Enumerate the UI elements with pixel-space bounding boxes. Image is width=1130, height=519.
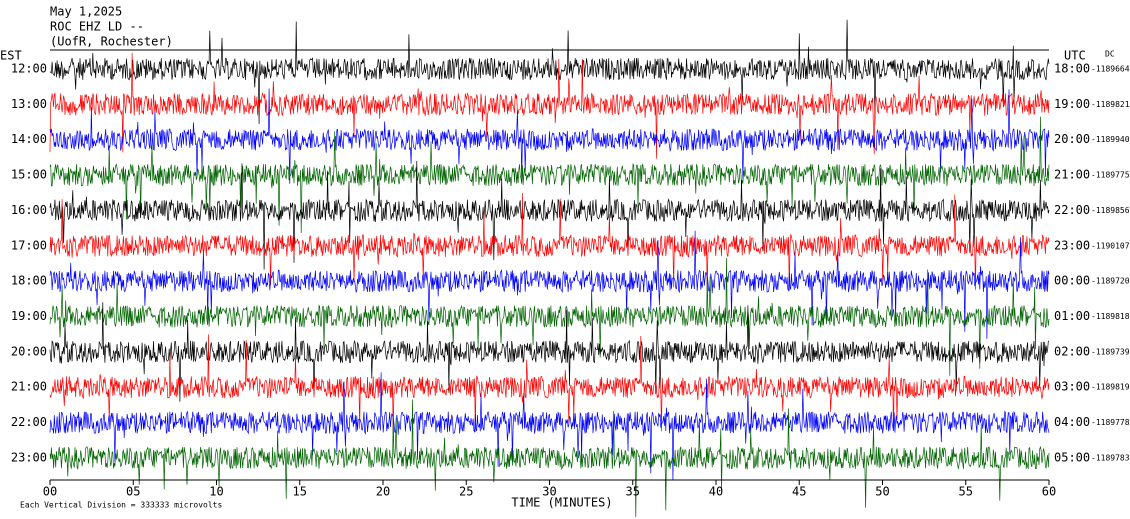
trace [49, 52, 1050, 159]
trace [49, 88, 1050, 184]
x-tick-label: 55 [959, 485, 973, 499]
trace [49, 19, 1050, 125]
left-tick-label: 14:00 [11, 132, 47, 146]
left-axis-label: EST [0, 49, 22, 63]
footer: Each Vertical Division = 333333 microvol… [20, 501, 222, 510]
left-tick-label: 19:00 [11, 309, 47, 323]
right-tick-label: 18:00 [1054, 62, 1090, 76]
left-tick-label: 23:00 [11, 450, 47, 464]
x-tick-label: 10 [209, 485, 223, 499]
trace [49, 257, 1050, 376]
offset-label: -1189778 [1091, 418, 1130, 427]
left-tick-label: 13:00 [11, 97, 47, 111]
right-tick-label: 22:00 [1054, 203, 1090, 217]
right-tick-label: 05:00 [1054, 450, 1090, 464]
trace [49, 192, 1050, 293]
right-tick-label: 00:00 [1054, 274, 1090, 288]
trace [49, 399, 1050, 518]
right-tick-label: 21:00 [1054, 168, 1090, 182]
x-tick-label: 40 [709, 485, 723, 499]
right-tick-label: 20:00 [1054, 132, 1090, 146]
x-tick-label: 25 [459, 485, 473, 499]
x-tick-label: 05 [126, 485, 140, 499]
left-tick-label: 22:00 [11, 415, 47, 429]
offset-label: -1189940 [1091, 135, 1130, 144]
x-tick-label: 15 [293, 485, 307, 499]
left-tick-label: 15:00 [11, 168, 47, 182]
offset-label: -1189821 [1091, 100, 1130, 109]
x-tick-label: 20 [376, 485, 390, 499]
x-tick-label: 60 [1042, 485, 1056, 499]
trace [49, 160, 1050, 270]
right-tick-label: 03:00 [1054, 380, 1090, 394]
offset-label: -1189819 [1091, 383, 1130, 392]
trace [49, 302, 1050, 402]
offset-label: -1189720 [1091, 277, 1130, 286]
right-axis-label: UTC [1064, 49, 1086, 63]
traces [49, 19, 1050, 518]
trace [49, 334, 1050, 435]
right-tick-label: 01:00 [1054, 309, 1090, 323]
left-tick-label: 18:00 [11, 274, 47, 288]
right-tick-label: 19:00 [1054, 97, 1090, 111]
right-tick-label: 23:00 [1054, 238, 1090, 252]
offset-label: -1189664 [1091, 65, 1130, 74]
offset-label: -1190107 [1091, 241, 1130, 250]
x-tick-label: 30 [542, 485, 556, 499]
trace [49, 116, 1050, 233]
right-tick-label: 04:00 [1054, 415, 1090, 429]
trace [49, 372, 1050, 481]
left-tick-label: 20:00 [11, 344, 47, 358]
offset-label: -1189856 [1091, 206, 1130, 215]
left-tick-label: 16:00 [11, 203, 47, 217]
station: ROC EHZ LD -- [50, 20, 144, 34]
left-tick-label: 21:00 [11, 380, 47, 394]
left-tick-label: 17:00 [11, 238, 47, 252]
offset-label: -1189818 [1091, 312, 1130, 321]
trace [49, 230, 1050, 340]
x-tick-label: 35 [626, 485, 640, 499]
x-axis-label: TIME (MINUTES) [511, 496, 612, 510]
left-tick-label: 12:00 [11, 62, 47, 76]
x-tick-label: 50 [875, 485, 889, 499]
x-tick-label: 45 [792, 485, 806, 499]
location: (UofR, Rochester) [50, 35, 173, 49]
right-tick-label: 02:00 [1054, 344, 1090, 358]
dc-label: DC [1105, 50, 1115, 59]
date: May 1,2025 [50, 5, 122, 19]
x-tick-label: 00 [43, 485, 57, 499]
offset-label: -1189783 [1091, 453, 1130, 462]
offset-label: -1189739 [1091, 347, 1130, 356]
offset-label: -1189775 [1091, 171, 1130, 180]
